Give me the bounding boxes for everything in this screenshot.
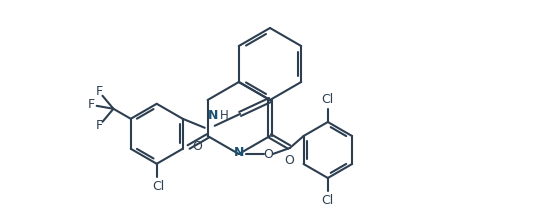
Text: O: O — [263, 148, 273, 160]
Text: Cl: Cl — [153, 180, 165, 193]
Text: N: N — [234, 146, 244, 159]
Text: N: N — [207, 109, 218, 122]
Text: O: O — [284, 154, 294, 167]
Text: H: H — [220, 109, 228, 122]
Text: F: F — [96, 119, 103, 132]
Text: O: O — [192, 139, 203, 152]
Text: F: F — [88, 98, 95, 112]
Text: Cl: Cl — [322, 194, 334, 207]
Text: F: F — [96, 85, 103, 98]
Text: Cl: Cl — [322, 93, 334, 106]
